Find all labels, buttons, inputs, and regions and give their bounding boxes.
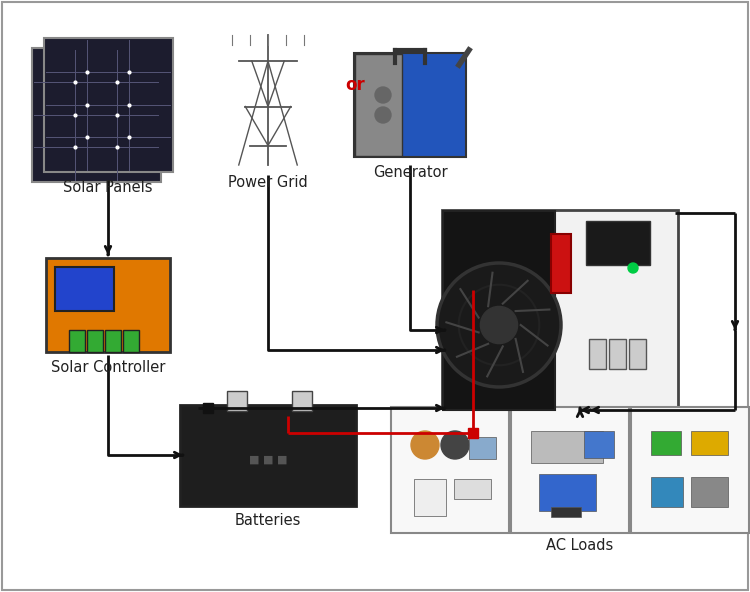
FancyBboxPatch shape [354, 53, 466, 157]
FancyBboxPatch shape [609, 339, 626, 369]
Text: or: or [345, 76, 364, 94]
FancyBboxPatch shape [55, 267, 114, 311]
FancyBboxPatch shape [443, 211, 555, 410]
FancyBboxPatch shape [629, 339, 646, 369]
FancyBboxPatch shape [292, 391, 312, 411]
Text: AC Loads: AC Loads [546, 538, 614, 553]
FancyBboxPatch shape [414, 479, 446, 516]
FancyBboxPatch shape [123, 330, 139, 352]
FancyBboxPatch shape [589, 339, 606, 369]
FancyBboxPatch shape [691, 431, 728, 455]
FancyBboxPatch shape [391, 407, 509, 533]
FancyBboxPatch shape [651, 477, 683, 507]
FancyBboxPatch shape [442, 210, 678, 411]
Circle shape [375, 87, 391, 103]
Text: Generator: Generator [373, 165, 447, 180]
Text: Power Grid: Power Grid [228, 175, 308, 190]
FancyBboxPatch shape [227, 391, 247, 411]
Circle shape [628, 263, 638, 273]
FancyBboxPatch shape [631, 407, 749, 533]
Circle shape [437, 263, 561, 387]
FancyBboxPatch shape [651, 431, 681, 455]
Text: Solar Panels: Solar Panels [63, 180, 153, 195]
FancyBboxPatch shape [511, 407, 629, 533]
Text: ■ ■ ■: ■ ■ ■ [249, 455, 287, 465]
FancyBboxPatch shape [454, 479, 491, 499]
FancyBboxPatch shape [46, 258, 170, 352]
FancyBboxPatch shape [551, 507, 581, 517]
Circle shape [375, 107, 391, 123]
FancyBboxPatch shape [691, 477, 728, 507]
FancyBboxPatch shape [44, 38, 173, 172]
FancyBboxPatch shape [87, 330, 103, 352]
FancyBboxPatch shape [105, 330, 121, 352]
FancyBboxPatch shape [586, 221, 650, 265]
FancyBboxPatch shape [32, 48, 161, 182]
FancyBboxPatch shape [531, 431, 603, 463]
Text: Solar Controller: Solar Controller [51, 360, 165, 375]
FancyBboxPatch shape [180, 405, 356, 506]
FancyBboxPatch shape [469, 437, 496, 459]
Circle shape [441, 431, 469, 459]
FancyBboxPatch shape [584, 431, 614, 458]
Circle shape [411, 431, 439, 459]
FancyBboxPatch shape [69, 330, 85, 352]
Text: Batteries: Batteries [235, 513, 302, 528]
FancyBboxPatch shape [551, 234, 571, 293]
Circle shape [481, 307, 518, 343]
FancyBboxPatch shape [539, 474, 596, 511]
FancyBboxPatch shape [355, 54, 402, 156]
